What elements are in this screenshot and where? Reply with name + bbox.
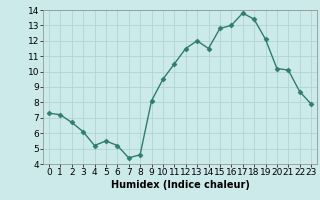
X-axis label: Humidex (Indice chaleur): Humidex (Indice chaleur) xyxy=(111,180,249,190)
